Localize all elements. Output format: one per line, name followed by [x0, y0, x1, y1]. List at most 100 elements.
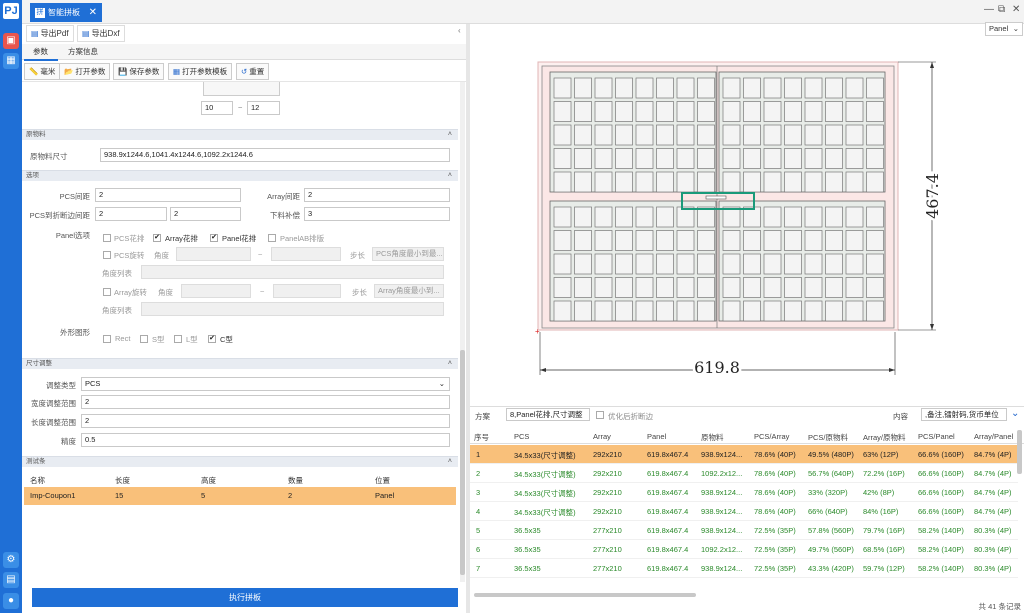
table-cell: 84.7% (4P) [974, 450, 1012, 459]
table-cell: 938.9x124... [701, 450, 743, 459]
settings-icon[interactable]: ⚙ [3, 552, 19, 568]
table-row[interactable]: 6 36.5x35 277x210 619.8x467.4 1092.2x12... 72… [470, 540, 1018, 559]
material-section-header[interactable]: 原物料 ˄ [22, 129, 458, 140]
pcs-cell [825, 101, 843, 122]
table-row[interactable]: 1 34.5x33(尺寸调整) 292x210 619.8x467.4 938.9x12… [470, 445, 1018, 464]
reset-button[interactable]: ↺ 重置 [236, 63, 270, 80]
pcs-flower-checkbox[interactable] [103, 234, 111, 242]
collapse-left-icon[interactable]: ‹ [458, 26, 461, 35]
form-scroll-thumb[interactable] [460, 350, 465, 575]
pcs-cell [845, 253, 864, 275]
adjust-type-label: 调整类型 [46, 381, 76, 390]
col-position: 位置 [375, 476, 390, 485]
s-shape-checkbox[interactable] [140, 335, 148, 343]
results-horizontal-scrollbar[interactable] [474, 593, 696, 597]
table-row[interactable]: 7 36.5x35 277x210 619.8x467.4 938.9x124... 72… [470, 559, 1018, 578]
table-row[interactable]: 2 34.5x33(尺寸调整) 292x210 619.8x467.4 1092.2x1… [470, 464, 1018, 483]
grid-icon[interactable]: ▦ [3, 53, 19, 69]
optimize-edge-checkbox[interactable] [596, 411, 604, 419]
pcs-cell [784, 206, 802, 228]
form-scrollbar[interactable] [460, 82, 465, 582]
width-range-input[interactable]: 2 [81, 395, 450, 409]
pcs-cell [845, 77, 864, 99]
array-angle-list-input[interactable] [141, 302, 444, 316]
pcs-cell [656, 253, 674, 275]
cut-compensation-label: 下料补偿 [270, 211, 300, 220]
array-rotate-checkbox[interactable] [103, 288, 111, 296]
open-template-button[interactable]: ▦ 打开参数模板 [168, 63, 233, 80]
l-shape-checkbox[interactable] [174, 335, 182, 343]
range-max-input[interactable]: 12 [247, 101, 280, 115]
unit-button[interactable]: 📏 毫米 [24, 63, 61, 80]
adjust-type-value: PCS [85, 379, 101, 388]
pcs-cell [594, 124, 613, 146]
material-section-title: 原物料 [26, 131, 46, 138]
array-flower-checkbox[interactable]: ✔ [153, 234, 161, 242]
pcs-edge-gap-input-2[interactable]: 2 [170, 207, 241, 221]
restore-icon[interactable]: ⧉ [998, 4, 1006, 15]
table-row[interactable]: 5 36.5x35 277x210 619.8x467.4 938.9x124... 72… [470, 521, 1018, 540]
pcs-step-input[interactable]: PCS角度最小到最... [372, 247, 444, 261]
run-panelize-button[interactable]: 执行拼板 [32, 588, 458, 607]
pcs-cell [784, 230, 802, 251]
tab-scheme-info[interactable]: 方案信息 [68, 47, 98, 56]
pcs-cell [804, 206, 823, 228]
range-min-input[interactable]: 10 [201, 101, 233, 115]
pcs-cell [866, 101, 884, 122]
close-tab-icon[interactable]: ✕ [88, 7, 97, 18]
export-dxf-button[interactable]: ▤ 导出Dxf [77, 25, 125, 42]
table-cell: 619.8x467.4 [647, 488, 689, 497]
tab-smart-panel[interactable]: 拼智能拼板 ✕ [30, 3, 102, 22]
close-window-icon[interactable]: ✕ [1012, 4, 1021, 15]
adjust-type-select[interactable]: PCS ⌄ [81, 377, 450, 391]
table-row[interactable]: 3 34.5x33(尺寸调整) 292x210 619.8x467.4 938.9x12… [470, 483, 1018, 502]
c-shape-checkbox[interactable]: ✔ [208, 335, 216, 343]
size-adjust-section-header[interactable]: 尺寸调整 ˄ [22, 358, 458, 369]
open-params-button[interactable]: 📂 打开参数 [59, 63, 111, 80]
expand-down-icon[interactable]: ⌄ [1011, 408, 1020, 419]
c-shape-label: C型 [220, 335, 233, 344]
col-pcs: PCS [514, 432, 530, 441]
pane-splitter[interactable] [466, 24, 470, 613]
array-step-input[interactable]: Array角度最小到... [374, 284, 444, 298]
panel-icon[interactable]: ▤ [3, 572, 19, 588]
pcs-cell [615, 77, 633, 99]
pcs-angle-min-input[interactable] [176, 247, 251, 261]
pcs-cell [635, 253, 654, 275]
pcs-cell [656, 101, 674, 122]
test-strip-section-header[interactable]: 测试条 ˄ [22, 456, 458, 467]
pcs-edge-gap-input-1[interactable]: 2 [95, 207, 167, 221]
array-angle-max-input[interactable] [273, 284, 341, 298]
view-select[interactable]: Panel ⌄ [985, 22, 1023, 36]
save-params-button[interactable]: 💾 保存参数 [113, 63, 165, 80]
cut-compensation-input[interactable]: 3 [304, 207, 450, 221]
content-select[interactable]: ,备注,镭射码,货币单位 [921, 408, 1007, 421]
table-cell: 36.5x35 [514, 545, 541, 554]
panel-flower-checkbox[interactable]: ✔ [210, 234, 218, 242]
pcs-cell [743, 300, 761, 322]
array-angle-min-input[interactable] [181, 284, 251, 298]
tab-params[interactable]: 参数 [33, 47, 48, 56]
table-cell: 84.7% (4P) [974, 488, 1012, 497]
table-row[interactable]: Imp-Coupon1 15 5 2 Panel [24, 487, 456, 505]
pcs-angle-list-input[interactable] [141, 265, 444, 279]
precision-input[interactable]: 0.5 [81, 433, 450, 447]
export-pdf-button[interactable]: ▤ 导出Pdf [26, 25, 74, 42]
panel-drawing[interactable]: + 619.8 467.4 [470, 40, 1022, 400]
rect-checkbox[interactable] [103, 335, 111, 343]
pcs-rotate-checkbox[interactable] [103, 251, 111, 259]
col-pcs-array: PCS/Array [754, 432, 790, 441]
scheme-select[interactable]: 8,Panel花排,尺寸调整 [506, 408, 590, 421]
results-vertical-scrollbar[interactable] [1017, 430, 1022, 474]
panel-ab-checkbox[interactable] [268, 234, 276, 242]
user-icon[interactable]: ● [3, 593, 19, 609]
options-section-header[interactable]: 选项 ˄ [22, 170, 458, 181]
apps-icon[interactable]: ▣ [3, 33, 19, 49]
length-range-input[interactable]: 2 [81, 414, 450, 428]
minimize-icon[interactable]: — [984, 4, 994, 15]
pcs-gap-input[interactable]: 2 [95, 188, 241, 202]
pcs-angle-max-input[interactable] [271, 247, 341, 261]
material-size-input[interactable]: 938.9x1244.6,1041.4x1244.6,1092.2x1244.6 [100, 148, 450, 162]
array-gap-input[interactable]: 2 [304, 188, 450, 202]
table-row[interactable]: 4 34.5x33(尺寸调整) 292x210 619.8x467.4 938.9x12… [470, 502, 1018, 521]
